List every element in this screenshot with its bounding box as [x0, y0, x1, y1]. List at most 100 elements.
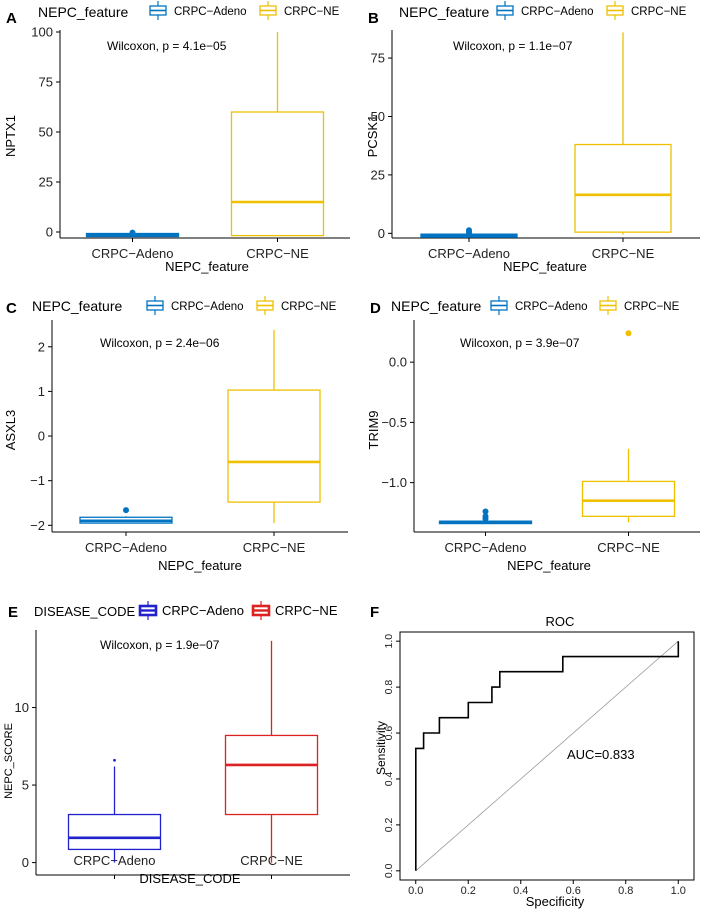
panel-D-outlier-point [482, 508, 489, 515]
panel-F-x-tick-label: 0.2 [461, 885, 476, 897]
panel-C-y-tick-label: 0 [38, 429, 45, 444]
panel-A-y-tick-label: 50 [39, 125, 53, 140]
panel-D-x-tick-label: CRPC−NE [597, 540, 660, 555]
panel-F-letter: F [370, 604, 379, 621]
panel-F-x-tick-label: 1.0 [671, 885, 686, 897]
panel-E-letter: E [8, 604, 18, 621]
panel-E-ylabel: NEPC_SCORE [3, 723, 15, 799]
panel-E-annotation: Wilcoxon, p = 1.9e−07 [100, 638, 220, 652]
panel-B-box [574, 143, 672, 233]
panel-E-box [67, 813, 162, 851]
panel-F-y-tick-label: 0.2 [383, 817, 395, 832]
panel-D-y-tick-label: 0.0 [389, 355, 407, 370]
panel-F-xlabel: Specificity [526, 894, 585, 909]
panel-A-y-tick-label: 75 [39, 75, 53, 90]
panel-D-x-tick-label: CRPC−Adeno [444, 540, 526, 555]
panel-C-group: C NEPC_feature Wilcoxon, p = 2.4e−06 ASX… [3, 298, 242, 573]
panel-B-x-tick-label: CRPC−Adeno [428, 246, 510, 261]
panel-B-y-tick-label: 50 [371, 109, 385, 124]
panel-D-box [581, 480, 676, 517]
panel-C-legend-label: CRPC−Adeno [171, 301, 244, 313]
panel-C-y-tick-label: −1 [30, 473, 45, 488]
panel-B-x-tick-label: CRPC−NE [592, 246, 655, 261]
panel-F-y-tick-label: 0.4 [383, 772, 395, 787]
panel-D-legend-label: CRPC−Adeno [515, 301, 588, 313]
panel-D-outlier-point [482, 515, 489, 522]
panel-C-x-tick-label: CRPC−NE [243, 540, 306, 555]
panel-D-outlier-point [625, 330, 632, 337]
panel-F-y-tick-label: 0.8 [383, 680, 395, 695]
panel-F-ylabel: Sensitivity [374, 721, 388, 775]
panel-D-letter: D [370, 300, 381, 317]
panel-F-x-tick-label: 0.8 [618, 885, 633, 897]
panel-E-box [224, 734, 319, 816]
panel-C-y-tick-label: 1 [38, 384, 45, 399]
panel-E-y-tick-label: 0 [22, 855, 29, 870]
panel-B-group: B NEPC_feature Wilcoxon, p = 1.1e−07 PCS… [365, 4, 587, 274]
panel-A-outlier-point [129, 229, 136, 236]
panel-A-y-tick-label: 100 [31, 25, 53, 40]
panel-F-y-tick-label: 0.0 [383, 863, 395, 878]
panel-F-title: ROC [546, 614, 575, 629]
panel-D-y-tick-label: −0.5 [381, 415, 407, 430]
panel-A-letter: A [6, 10, 17, 27]
panel-C-annotation: Wilcoxon, p = 2.4e−06 [100, 336, 220, 350]
panel-F-x-tick-label: 0.0 [408, 885, 423, 897]
panel-A-group: A NEPC_feature Wilcoxon, p = 4.1e−05 NPT… [3, 4, 249, 274]
panel-E-y-tick-label: 5 [22, 778, 29, 793]
panel-D-y-tick-label: −1.0 [381, 475, 407, 490]
panel-E-outlier-point [113, 758, 116, 762]
panel-D-group: D NEPC_feature Wilcoxon, p = 3.9e−07 TRI… [366, 298, 591, 573]
panel-A-y-tick-label: 0 [46, 225, 53, 240]
panel-A-y-tick-label: 25 [39, 175, 53, 190]
panel-B-outlier-point [466, 227, 472, 234]
panel-B-legend-label: CRPC−NE [631, 6, 687, 18]
panel-C-letter: C [6, 300, 17, 317]
panel-A-annotation: Wilcoxon, p = 4.1e−05 [107, 39, 227, 53]
panel-A-legend-title: NEPC_feature [38, 4, 128, 20]
panel-E-legend-label: CRPC−Adeno [162, 603, 244, 618]
panel-F-x-tick-label: 0.6 [566, 885, 581, 897]
panel-F-group: F ROC AUC=0.833 Sensitivity Specificity [370, 604, 635, 909]
panel-B-annotation: Wilcoxon, p = 1.1e−07 [453, 39, 573, 53]
panel-B-xlabel: NEPC_feature [503, 259, 587, 274]
panel-A-box [230, 111, 325, 237]
panel-C-outlier-point [123, 507, 129, 514]
panel-C-y-tick-label: 2 [38, 339, 45, 354]
panel-A-x-tick-label: CRPC−Adeno [91, 246, 173, 261]
panel-B-letter: B [368, 10, 379, 27]
panel-F-frame [399, 631, 695, 881]
panel-A-ylabel: NPTX1 [3, 115, 18, 157]
panel-C-legend-label: CRPC−NE [281, 301, 337, 313]
panel-E-legend-title: DISEASE_CODE [34, 604, 135, 619]
panel-A-legend-label: CRPC−NE [284, 6, 340, 18]
panel-F-y-tick-label: 0.6 [383, 726, 395, 741]
panel-B-legend-title: NEPC_feature [399, 4, 489, 20]
panel-D-legend-label: CRPC−NE [624, 301, 680, 313]
panel-A-legend-label: CRPC−Adeno [174, 6, 247, 18]
panel-C-y-tick-label: −2 [30, 518, 45, 533]
panel-F-y-tick-label: 1.0 [383, 634, 395, 649]
panel-B-ylabel: PCSK1 [365, 115, 380, 158]
panel-F-x-tick-label: 0.4 [513, 885, 528, 897]
panel-D-ylabel: TRIM9 [366, 411, 381, 450]
panel-E-xlabel: DISEASE_CODE [139, 871, 240, 886]
panel-A-xlabel: NEPC_feature [165, 259, 249, 274]
panel-D-xlabel: NEPC_feature [507, 558, 591, 573]
panel-B-y-tick-label: 75 [371, 51, 385, 66]
panel-C-x-tick-label: CRPC−Adeno [85, 540, 167, 555]
panel-D-legend-title: NEPC_feature [391, 298, 481, 314]
panel-C-xlabel: NEPC_feature [158, 558, 242, 573]
panel-C-box [227, 389, 321, 503]
panel-B-y-tick-label: 25 [371, 167, 385, 182]
panel-F-roc-curve [414, 641, 680, 871]
panel-C-legend-title: NEPC_feature [32, 298, 122, 314]
panel-F-annotation: AUC=0.833 [567, 747, 635, 762]
panel-E-legend-label: CRPC−NE [275, 603, 338, 618]
panel-D-annotation: Wilcoxon, p = 3.9e−07 [460, 336, 580, 350]
panel-B-legend-label: CRPC−Adeno [521, 6, 594, 18]
panel-A-x-tick-label: CRPC−NE [246, 246, 309, 261]
panel-E-y-tick-label: 10 [15, 700, 29, 715]
